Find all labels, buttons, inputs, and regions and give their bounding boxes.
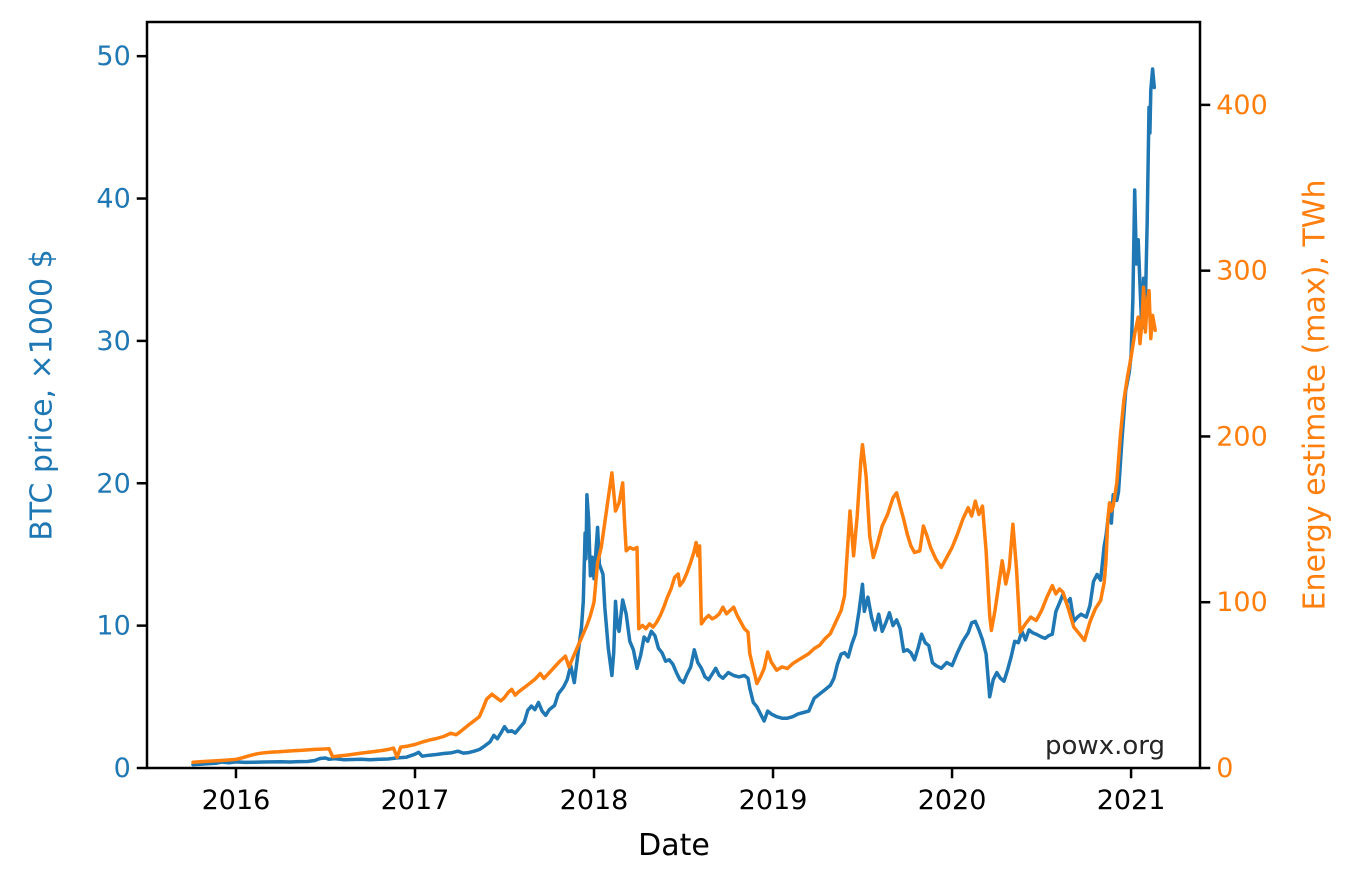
x-tick-label: 2017 <box>381 785 450 816</box>
y-left-tick-label: 40 <box>96 184 130 215</box>
y-left-tick-label: 50 <box>96 41 130 72</box>
y-axis-left-label: BTC price, ×1000 $ <box>24 249 60 541</box>
x-tick-label: 2020 <box>918 785 987 816</box>
x-tick-label: 2016 <box>202 785 271 816</box>
watermark-text: powx.org <box>1045 731 1165 761</box>
y-axis-right-label: Energy estimate (max), TWh <box>1297 179 1333 611</box>
y-left-tick-label: 10 <box>96 611 130 642</box>
y-left-tick-label: 30 <box>96 326 130 357</box>
y-right-tick-label: 100 <box>1216 587 1268 618</box>
y-right-tick-label: 0 <box>1216 753 1233 784</box>
y-right-tick-label: 300 <box>1216 256 1268 287</box>
y-right-tick-label: 200 <box>1216 421 1268 452</box>
x-tick-label: 2021 <box>1097 785 1166 816</box>
energy-estimate-line <box>191 285 1157 764</box>
x-tick-label: 2018 <box>560 785 629 816</box>
btc-price-line <box>191 67 1157 767</box>
x-tick-label: 2019 <box>739 785 808 816</box>
plot-border <box>145 20 1202 770</box>
y-left-tick-label: 20 <box>96 468 130 499</box>
y-left-tick-label: 0 <box>114 753 131 784</box>
x-axis-label: Date <box>638 828 710 863</box>
y-right-tick-label: 400 <box>1216 90 1268 121</box>
